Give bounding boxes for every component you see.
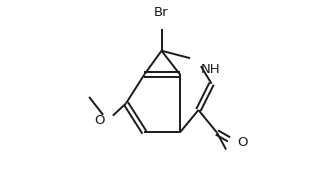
Text: NH: NH (200, 63, 220, 76)
Text: O: O (95, 114, 105, 127)
Text: Br: Br (154, 6, 169, 19)
Text: O: O (238, 137, 248, 149)
